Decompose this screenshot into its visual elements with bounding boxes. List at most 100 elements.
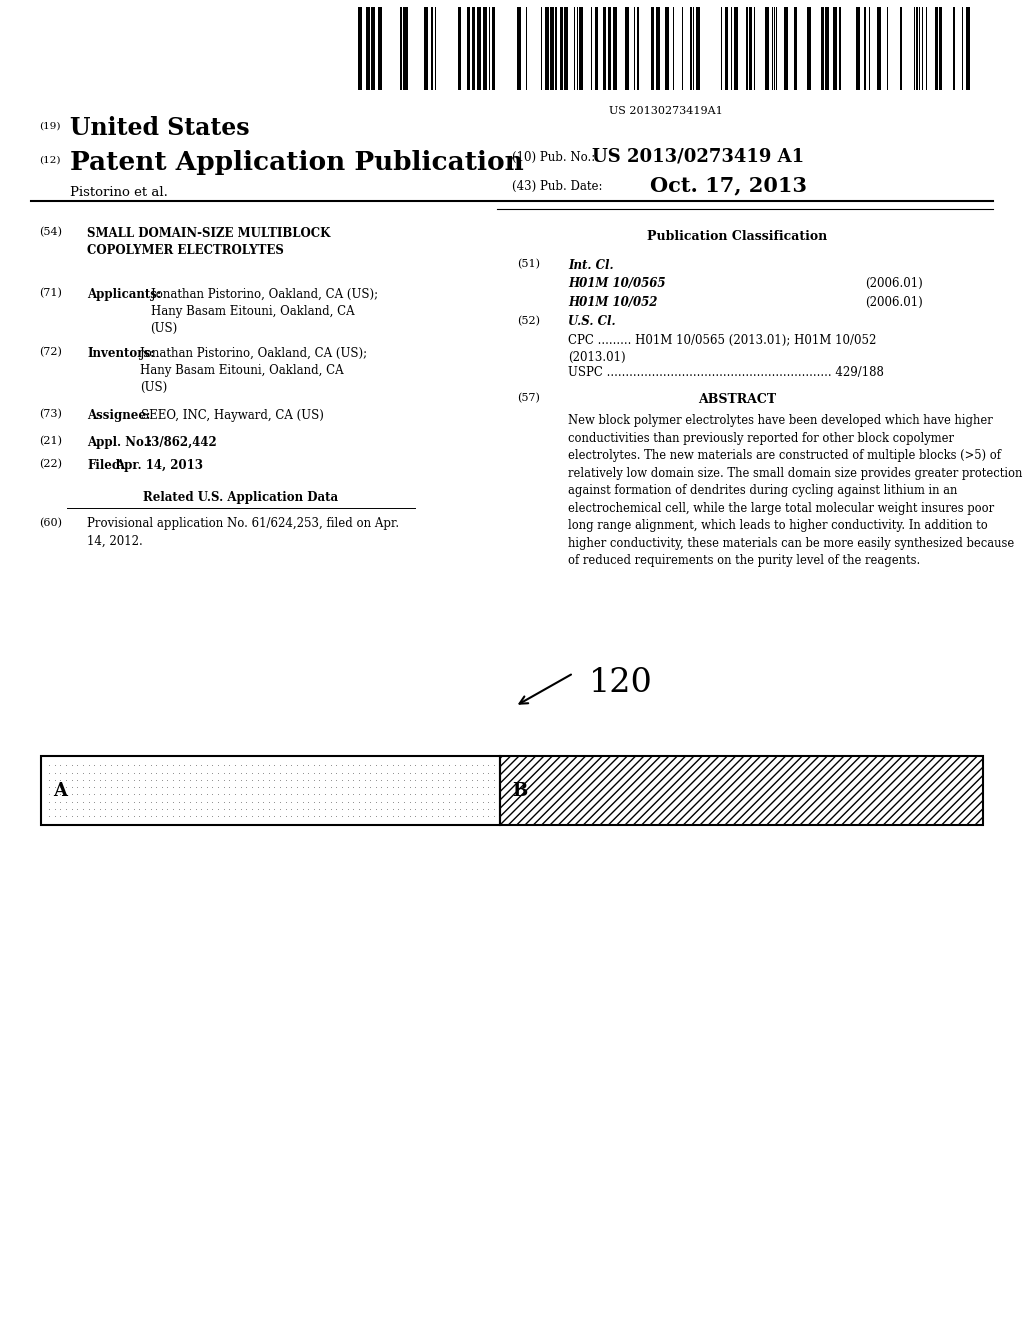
Bar [825,7,829,90]
Bar [966,7,970,90]
Bar [378,7,382,90]
Text: (57): (57) [517,393,540,404]
Bar [864,7,866,90]
Text: (10) Pub. No.:: (10) Pub. No.: [512,150,595,164]
Bar [591,7,592,90]
Bar [721,7,722,90]
Bar [400,7,402,90]
Bar [656,7,660,90]
Text: (54): (54) [39,227,61,238]
Bar [696,7,700,90]
Text: (19): (19) [39,121,60,131]
Bar [914,7,915,90]
Bar [603,7,606,90]
Bar [725,7,728,90]
Text: 13/862,442: 13/862,442 [143,436,217,449]
Bar [682,7,683,90]
Bar [595,7,598,90]
Bar [472,7,475,90]
Bar [555,7,557,90]
Text: Jonathan Pistorino, Oakland, CA (US);
Hany Basam Eitouni, Oakland, CA
(US): Jonathan Pistorino, Oakland, CA (US); Ha… [140,347,368,395]
Bar [919,7,920,90]
Bar [403,7,408,90]
Bar [900,7,902,90]
Bar [926,7,927,90]
Text: (12): (12) [39,156,60,165]
Text: CPC ......... H01M 10/0565 (2013.01); H01M 10/052
(2013.01): CPC ......... H01M 10/0565 (2013.01); H0… [568,334,877,364]
Bar [749,7,752,90]
Text: H01M 10/052: H01M 10/052 [568,296,657,309]
Text: (43) Pub. Date:: (43) Pub. Date: [512,180,602,193]
Bar [651,7,654,90]
Bar [625,7,629,90]
Bar [765,7,769,90]
Bar [877,7,881,90]
Bar [579,7,583,90]
Text: (60): (60) [39,517,61,528]
Text: (2006.01): (2006.01) [865,296,923,309]
Bar [489,7,490,90]
Bar [690,7,692,90]
Bar [916,7,918,90]
Bar [574,7,575,90]
Bar [693,7,694,90]
Bar [577,7,578,90]
Bar [734,7,738,90]
Bar [962,7,963,90]
Bar [869,7,870,90]
Bar [358,7,362,90]
Bar [483,7,487,90]
Text: 120: 120 [589,667,652,698]
Bar [939,7,942,90]
Bar [772,7,773,90]
Bar [856,7,860,90]
Text: Related U.S. Application Data: Related U.S. Application Data [143,491,338,504]
Text: (51): (51) [517,259,540,269]
Bar [424,7,428,90]
Bar [608,7,611,90]
Bar [467,7,470,90]
Text: Publication Classification: Publication Classification [647,230,827,243]
Text: (52): (52) [517,315,540,326]
Bar [550,7,554,90]
Bar [492,7,495,90]
Bar [839,7,841,90]
Text: (72): (72) [39,347,61,358]
Bar [794,7,797,90]
Bar [731,7,732,90]
Text: Applicants:: Applicants: [87,288,162,301]
Text: Assignee:: Assignee: [87,409,151,422]
Bar [922,7,923,90]
Text: Apr. 14, 2013: Apr. 14, 2013 [115,459,203,473]
Bar [754,7,755,90]
Bar [887,7,888,90]
Bar [560,7,563,90]
Bar [517,7,521,90]
Bar [526,7,527,90]
Bar [458,7,461,90]
Text: H01M 10/0565: H01M 10/0565 [568,277,666,290]
Bar [833,7,837,90]
Text: (71): (71) [39,288,61,298]
Text: Pistorino et al.: Pistorino et al. [70,186,168,199]
Bar [935,7,938,90]
Text: US 2013/0273419 A1: US 2013/0273419 A1 [592,148,804,166]
Bar [435,7,436,90]
Text: ABSTRACT: ABSTRACT [698,393,776,407]
Text: A: A [53,781,68,800]
Text: (21): (21) [39,436,61,446]
Text: Oct. 17, 2013: Oct. 17, 2013 [650,176,807,195]
Bar [545,7,549,90]
Bar [807,7,811,90]
Text: (73): (73) [39,409,61,420]
Text: Patent Application Publication: Patent Application Publication [70,150,523,176]
Text: U.S. Cl.: U.S. Cl. [568,315,616,329]
Text: United States: United States [70,116,249,140]
Bar [564,7,568,90]
Text: New block polymer electrolytes have been developed which have higher conductivit: New block polymer electrolytes have been… [568,414,1023,568]
Text: Appl. No.:: Appl. No.: [87,436,153,449]
Bar [431,7,433,90]
Text: (22): (22) [39,459,61,470]
Text: (2006.01): (2006.01) [865,277,923,290]
Bar [637,7,639,90]
